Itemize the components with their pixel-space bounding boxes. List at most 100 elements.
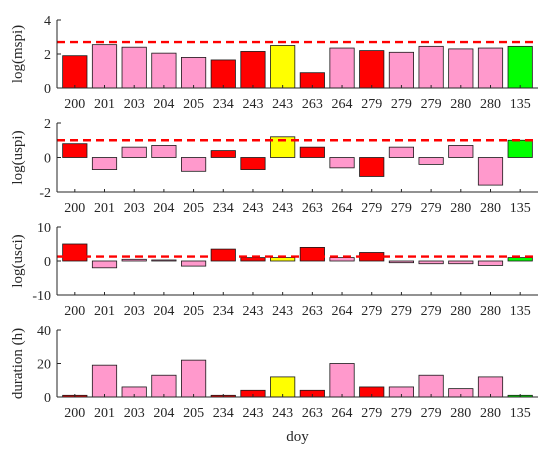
x-tick-label-1-10: 264 — [332, 97, 353, 112]
bar-1-1 — [62, 55, 88, 89]
bar-2-12 — [388, 146, 415, 158]
bar-2-7 — [240, 157, 266, 170]
x-tick-label-3-11: 279 — [361, 304, 382, 319]
bar-2-8 — [270, 136, 296, 158]
x-tick-label-1-2: 201 — [94, 97, 115, 112]
y-axis-label-1: log(mspi) — [10, 25, 26, 83]
x-tick-label-4-15: 280 — [480, 406, 501, 421]
x-tick-label-1-16: 135 — [510, 97, 531, 112]
bar-2-15 — [477, 157, 504, 186]
bar-1-10 — [329, 47, 355, 89]
x-tick-label-1-1: 200 — [64, 97, 85, 112]
bar-3-6 — [210, 248, 236, 262]
x-tick-label-2-13: 279 — [421, 201, 442, 216]
bar-1-16 — [507, 45, 533, 89]
x-tick-label-4-12: 279 — [391, 406, 412, 421]
bar-2-14 — [448, 145, 474, 158]
x-tick-label-1-15: 280 — [480, 97, 501, 112]
bar-3-4 — [151, 259, 177, 262]
bar-1-13 — [418, 45, 444, 89]
bar-3-13 — [418, 260, 444, 265]
y-tick-label-2-1: -2 — [39, 186, 51, 201]
x-tick-label-3-6: 234 — [213, 304, 234, 319]
bar-4-10 — [329, 363, 355, 398]
x-tick-label-2-14: 280 — [450, 201, 471, 216]
bar-3-2 — [91, 260, 118, 269]
x-tick-label-2-4: 204 — [153, 201, 174, 216]
panel-1: 0 2 4 200 201 203 204 205 234 243 243 263 264 279 279 2… — [10, 14, 538, 112]
y-axis-label-3: log(usci) — [10, 234, 26, 287]
x-tick-label-4-11: 279 — [361, 406, 382, 421]
y-axis-label-4: duration (h) — [10, 328, 26, 399]
x-tick-label-3-7: 243 — [242, 304, 263, 319]
bar-1-8 — [270, 45, 296, 89]
x-tick-label-2-9: 263 — [302, 201, 323, 216]
bar-4-15 — [477, 376, 504, 398]
x-tick-label-3-4: 204 — [153, 304, 174, 319]
x-tick-label-3-1: 200 — [64, 304, 85, 319]
bar-2-2 — [91, 157, 118, 170]
bar-3-14 — [448, 260, 474, 265]
bar-3-5 — [181, 260, 207, 267]
bar-1-4 — [151, 52, 177, 89]
bar-4-5 — [181, 359, 207, 398]
x-tick-label-3-16: 135 — [510, 304, 531, 319]
x-tick-label-1-8: 243 — [272, 97, 293, 112]
x-tick-label-2-11: 279 — [361, 201, 382, 216]
bar-4-8 — [270, 376, 296, 398]
bar-3-9 — [299, 246, 325, 262]
x-tick-label-1-14: 280 — [450, 97, 471, 112]
x-tick-label-2-1: 200 — [64, 201, 85, 216]
bar-2-10 — [329, 157, 355, 169]
bar-2-13 — [418, 157, 444, 165]
bar-2-11 — [359, 157, 385, 177]
bar-1-3 — [121, 46, 147, 89]
x-tick-label-4-3: 203 — [124, 406, 145, 421]
y-tick-label-3-1: -10 — [32, 289, 51, 304]
bar-3-8 — [270, 257, 296, 262]
bar-2-4 — [151, 145, 177, 158]
y-tick-label-4-1: 0 — [44, 391, 51, 406]
bar-3-12 — [388, 260, 415, 264]
bar-1-15 — [477, 47, 504, 89]
bar-3-10 — [329, 257, 355, 262]
bar-4-2 — [91, 364, 118, 398]
bar-3-7 — [240, 257, 266, 262]
bar-4-13 — [418, 374, 444, 398]
bar-1-12 — [388, 51, 415, 89]
bar-1-11 — [359, 50, 385, 89]
y-tick-label-4-3: 40 — [37, 324, 51, 339]
y-tick-label-2-3: 2 — [44, 117, 51, 132]
bar-3-3 — [121, 258, 147, 262]
x-tick-label-4-13: 279 — [421, 406, 442, 421]
x-tick-label-4-8: 243 — [272, 406, 293, 421]
bar-4-4 — [151, 374, 177, 398]
x-tick-label-1-4: 204 — [153, 97, 174, 112]
x-tick-label-2-2: 201 — [94, 201, 115, 216]
bar-2-9 — [299, 146, 325, 158]
x-tick-label-2-8: 243 — [272, 201, 293, 216]
x-tick-label-4-7: 243 — [242, 406, 263, 421]
bar-3-15 — [477, 260, 504, 266]
x-tick-label-3-3: 203 — [124, 304, 145, 319]
x-tick-label-3-5: 205 — [183, 304, 204, 319]
x-tick-label-3-14: 280 — [450, 304, 471, 319]
x-tick-label-1-6: 234 — [213, 97, 234, 112]
y-tick-label-1-1: 0 — [44, 82, 51, 97]
y-tick-label-3-2: 0 — [44, 255, 51, 270]
bar-1-5 — [181, 57, 207, 89]
x-tick-label-2-6: 234 — [213, 201, 234, 216]
x-tick-label-1-13: 279 — [421, 97, 442, 112]
bar-3-1 — [62, 243, 88, 262]
x-tick-label-4-16: 135 — [510, 406, 531, 421]
x-axis-label: doy — [286, 429, 309, 445]
x-tick-label-2-12: 279 — [391, 201, 412, 216]
y-axis-label-2: log(uspi) — [10, 130, 26, 184]
x-tick-label-4-10: 264 — [332, 406, 353, 421]
bar-2-1 — [62, 143, 88, 158]
x-tick-label-4-5: 205 — [183, 406, 204, 421]
x-tick-label-1-12: 279 — [391, 97, 412, 112]
x-tick-label-3-15: 280 — [480, 304, 501, 319]
bar-2-3 — [121, 146, 147, 158]
x-tick-label-1-9: 263 — [302, 97, 323, 112]
